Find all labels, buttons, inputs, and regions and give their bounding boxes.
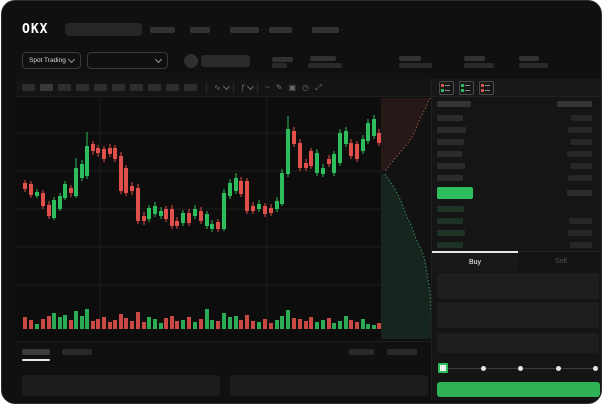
bid-row[interactable] (437, 230, 592, 236)
bid-row[interactable] (437, 218, 592, 224)
tab-buy[interactable]: Buy (432, 251, 518, 271)
ask-row[interactable] (437, 115, 592, 121)
timeframe-buttons[interactable] (22, 84, 202, 91)
orderbook-panel: Buy Sell (431, 79, 601, 400)
market-type-selector[interactable]: Spot Trading (22, 52, 81, 69)
timeframe-button[interactable] (94, 84, 107, 91)
nav-item-placeholder[interactable] (190, 27, 210, 33)
indicator-icon[interactable]: ƒ (240, 82, 246, 92)
timeframe-button[interactable] (130, 84, 143, 91)
ticker-stat-value (399, 63, 432, 68)
last-price-row[interactable] (437, 187, 592, 199)
bottom-action[interactable] (387, 349, 417, 355)
timeframe-button[interactable] (166, 84, 179, 91)
ticker-stat-value (308, 63, 342, 68)
timeframe-button[interactable] (40, 84, 53, 91)
nav-item-placeholder[interactable] (269, 27, 292, 33)
pair-name-placeholder[interactable] (201, 55, 250, 67)
divider (206, 82, 207, 93)
bottom-action[interactable] (349, 349, 374, 355)
draw-tool-icon[interactable]: ✎ (275, 82, 283, 92)
coin-avatar (184, 54, 198, 68)
chart-toolbar: ∿ ƒ ~ ✎ ▣ ◷ ⤢ (16, 79, 431, 97)
trade-tabs: Buy Sell (432, 251, 601, 271)
nav-item-placeholder[interactable] (312, 27, 339, 33)
ticker-stat-value (272, 63, 287, 68)
ask-row[interactable] (437, 151, 592, 157)
history-icon[interactable]: ◷ (302, 82, 310, 92)
timeframe-button[interactable] (184, 84, 197, 91)
camera-icon[interactable]: ▣ (288, 82, 297, 92)
ticker-stat-label (464, 56, 485, 61)
slider-stop[interactable] (480, 365, 486, 371)
chevron-down-icon (154, 55, 163, 64)
fullscreen-icon[interactable]: ⤢ (315, 82, 322, 92)
ticker-stat-label (519, 56, 539, 61)
slider-stop[interactable] (555, 365, 561, 371)
chevron-down-icon (67, 55, 76, 64)
buy-button[interactable] (437, 382, 600, 397)
bid-row[interactable] (437, 242, 592, 248)
total-input[interactable] (437, 333, 599, 353)
chart-style-icon[interactable]: ∿ (214, 82, 221, 92)
line-tool-icon[interactable]: ~ (265, 82, 270, 92)
search-input[interactable] (65, 23, 142, 36)
nav-item-placeholder[interactable] (230, 27, 259, 33)
active-tab-underline (22, 359, 50, 361)
last-price-badge[interactable] (437, 187, 473, 199)
ask-row[interactable] (437, 139, 592, 145)
ask-row[interactable] (437, 175, 592, 181)
ticker-stat-label (272, 57, 293, 62)
chevron-down-icon[interactable] (222, 82, 230, 91)
bid-row[interactable] (437, 206, 592, 212)
bottom-section (16, 341, 431, 402)
candles-and-volume (16, 97, 433, 341)
ticker-stat-value (519, 63, 548, 68)
ask-row[interactable] (437, 127, 592, 133)
timeframe-button[interactable] (58, 84, 71, 91)
book-asks-icon[interactable] (479, 80, 494, 95)
market-type-label: Spot Trading (29, 57, 66, 64)
timeframe-button[interactable] (76, 84, 89, 91)
timeframe-button[interactable] (22, 84, 35, 91)
book-bids-icon[interactable] (459, 80, 474, 95)
timeframe-button[interactable] (112, 84, 125, 91)
orders-panel-placeholder (22, 375, 220, 396)
slider-handle[interactable] (438, 363, 448, 373)
bottom-tab-active[interactable] (22, 349, 50, 355)
chevron-down-icon[interactable] (247, 82, 255, 91)
ask-row[interactable] (437, 163, 592, 169)
divider (232, 82, 234, 93)
ticker-stat-label (399, 56, 421, 61)
ticker-stat-label (310, 56, 336, 61)
price-input[interactable] (437, 273, 599, 299)
nav-item-placeholder[interactable] (150, 27, 175, 33)
orders-panel-placeholder (230, 375, 428, 396)
okx-logo: OKX (22, 22, 49, 37)
bottom-tab[interactable] (62, 349, 92, 355)
orderbook-header-row[interactable] (437, 101, 592, 107)
amount-input[interactable] (437, 302, 599, 328)
orderbook-rows[interactable] (437, 101, 592, 254)
book-both-icon[interactable] (439, 80, 454, 95)
divider (257, 82, 259, 93)
timeframe-button[interactable] (148, 84, 161, 91)
amount-slider[interactable] (438, 363, 598, 373)
tab-sell[interactable]: Sell (555, 257, 567, 265)
slider-stop[interactable] (593, 365, 598, 371)
pair-selector[interactable] (87, 52, 168, 69)
ticker-stat-value (464, 63, 494, 68)
slider-stop[interactable] (518, 365, 523, 371)
